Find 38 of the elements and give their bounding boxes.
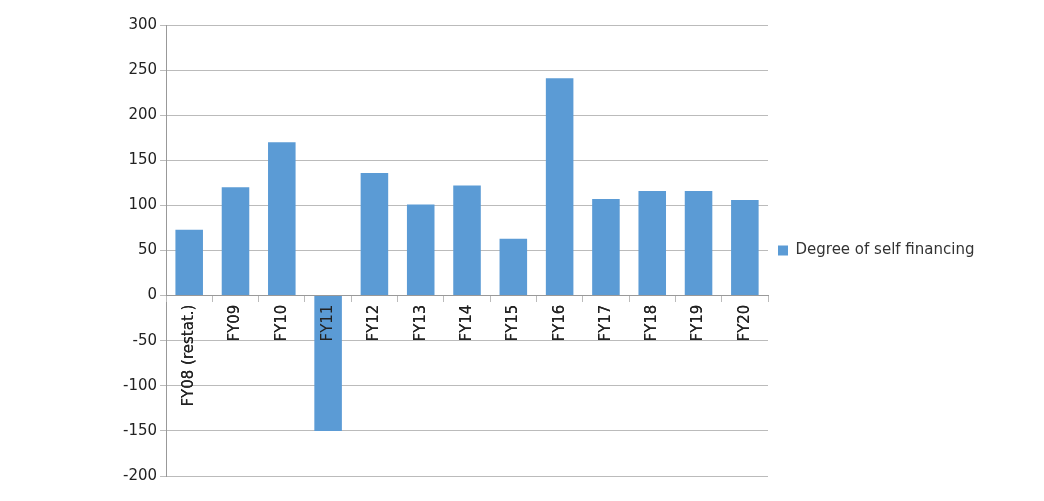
bar [684, 190, 713, 296]
x-tick-label: FY08 (restat.) [179, 304, 198, 407]
bar [731, 199, 759, 296]
x-tick-label: FY12 [364, 304, 383, 342]
y-tick-label: 300 [128, 14, 158, 33]
y-tick-label: 200 [128, 105, 158, 124]
x-tick-label: FY17 [595, 304, 614, 342]
bar [592, 199, 620, 296]
x-tick-label: FY10 [271, 304, 290, 342]
bar [545, 78, 574, 296]
x-tick-label: FY11 [318, 304, 336, 342]
y-tick-label: -200 [123, 465, 158, 484]
x-tick-label: FY20 [734, 304, 753, 342]
bar [268, 142, 296, 296]
x-tick-label: FY14 [456, 304, 475, 342]
bar [499, 238, 528, 296]
y-tick-label: 150 [128, 150, 158, 169]
bar [638, 190, 667, 296]
x-tick-label: FY18 [642, 304, 661, 342]
bar [175, 229, 203, 296]
y-tick-label: 0 [147, 285, 158, 304]
x-tick-label: FY09 [225, 304, 244, 342]
bar [314, 296, 342, 431]
bar [453, 185, 481, 296]
bar [221, 187, 250, 296]
x-tick-label: FY16 [549, 304, 568, 342]
legend-label: Degree of self financing [795, 240, 975, 259]
bar [360, 172, 389, 296]
bar [406, 204, 435, 296]
y-tick-label: 100 [128, 195, 158, 214]
y-tick-label: -50 [132, 330, 158, 349]
y-tick-label: 250 [128, 59, 158, 78]
y-tick-label: 50 [137, 240, 158, 259]
y-tick-label: -100 [123, 375, 158, 394]
y-tick-label: -150 [123, 420, 158, 439]
x-tick-label: FY19 [688, 304, 707, 342]
x-tick-label: FY13 [410, 304, 429, 342]
x-tick-label: FY15 [503, 304, 522, 342]
